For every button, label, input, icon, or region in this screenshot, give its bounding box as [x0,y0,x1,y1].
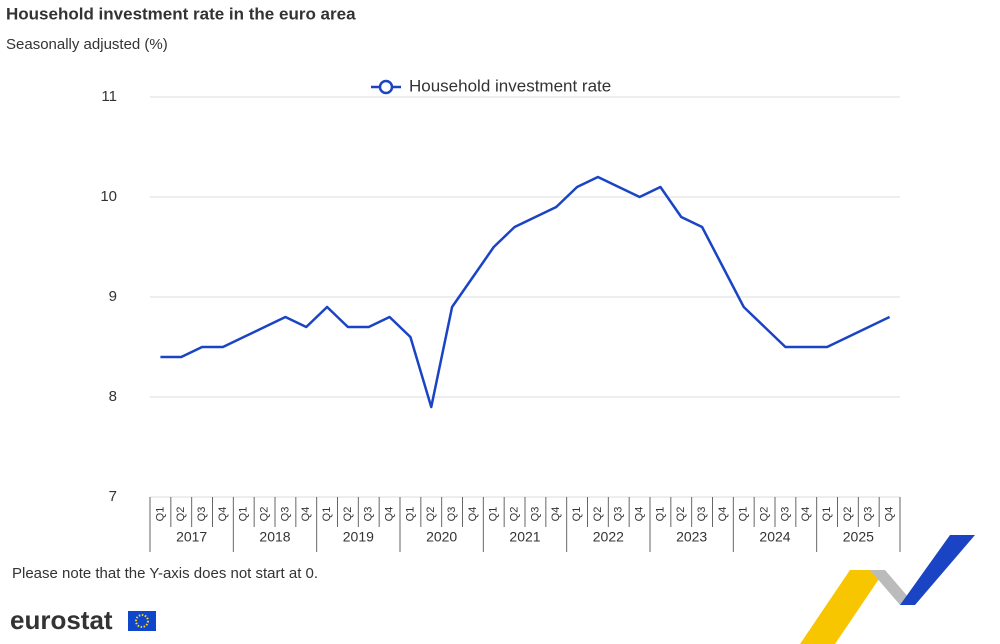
y-tick-label: 10 [100,188,117,205]
x-tick-label: Q1 [238,507,250,522]
x-tick-label: Q2 [258,507,270,522]
x-tick-label: Q2 [675,507,687,522]
y-tick-label: 7 [109,488,117,505]
x-tick-label: Q2 [425,507,437,522]
chart-title: Household investment rate in the euro ar… [6,4,356,23]
x-tick-label: Q4 [550,507,562,522]
legend-marker [378,79,394,95]
x-tick-label: Q2 [758,507,770,522]
x-group-label: 2023 [676,529,707,545]
x-group-label: 2020 [426,529,457,545]
x-tick-label: Q1 [404,507,416,522]
x-group-label: 2025 [843,529,874,545]
x-tick-label: Q1 [154,507,166,522]
x-tick-label: Q3 [446,507,458,522]
eu-flag [128,611,156,631]
x-tick-label: Q1 [738,507,750,522]
x-tick-label: Q1 [654,507,666,522]
y-tick-label: 9 [109,288,117,305]
decoration [800,535,975,644]
x-tick-label: Q3 [863,507,875,522]
x-tick-label: Q2 [508,507,520,522]
footnote: Please note that the Y-axis does not sta… [12,565,318,582]
x-tick-label: Q3 [196,507,208,522]
legend-label: Household investment rate [409,76,611,95]
x-tick-label: Q4 [717,507,729,522]
x-group-label: 2022 [593,529,624,545]
y-tick-label: 8 [109,388,117,405]
x-tick-label: Q3 [696,507,708,522]
x-tick-label: Q4 [383,507,395,522]
x-tick-label: Q2 [592,507,604,522]
x-tick-label: Q1 [571,507,583,522]
chart-subtitle: Seasonally adjusted (%) [6,36,168,53]
x-tick-label: Q3 [779,507,791,522]
x-group-label: 2018 [259,529,290,545]
x-tick-label: Q4 [217,507,229,522]
x-tick-label: Q1 [821,507,833,522]
series-line [160,175,891,409]
x-tick-label: Q3 [279,507,291,522]
x-tick-label: Q1 [488,507,500,522]
x-tick-label: Q2 [175,507,187,522]
y-tick-label: 11 [101,88,117,105]
x-tick-label: Q1 [321,507,333,522]
x-group-label: 2024 [759,529,790,545]
x-tick-label: Q4 [633,507,645,522]
x-tick-label: Q3 [363,507,375,522]
x-tick-label: Q4 [883,507,895,522]
x-group-label: 2017 [176,529,207,545]
x-tick-label: Q4 [467,507,479,522]
x-tick-label: Q4 [800,507,812,522]
x-group-label: 2019 [343,529,374,545]
x-tick-label: Q4 [300,507,312,522]
x-tick-label: Q3 [613,507,625,522]
x-tick-label: Q2 [842,507,854,522]
x-group-label: 2021 [509,529,540,545]
x-tick-label: Q3 [529,507,541,522]
logo-text: eurostat [10,605,113,635]
x-tick-label: Q2 [342,507,354,522]
